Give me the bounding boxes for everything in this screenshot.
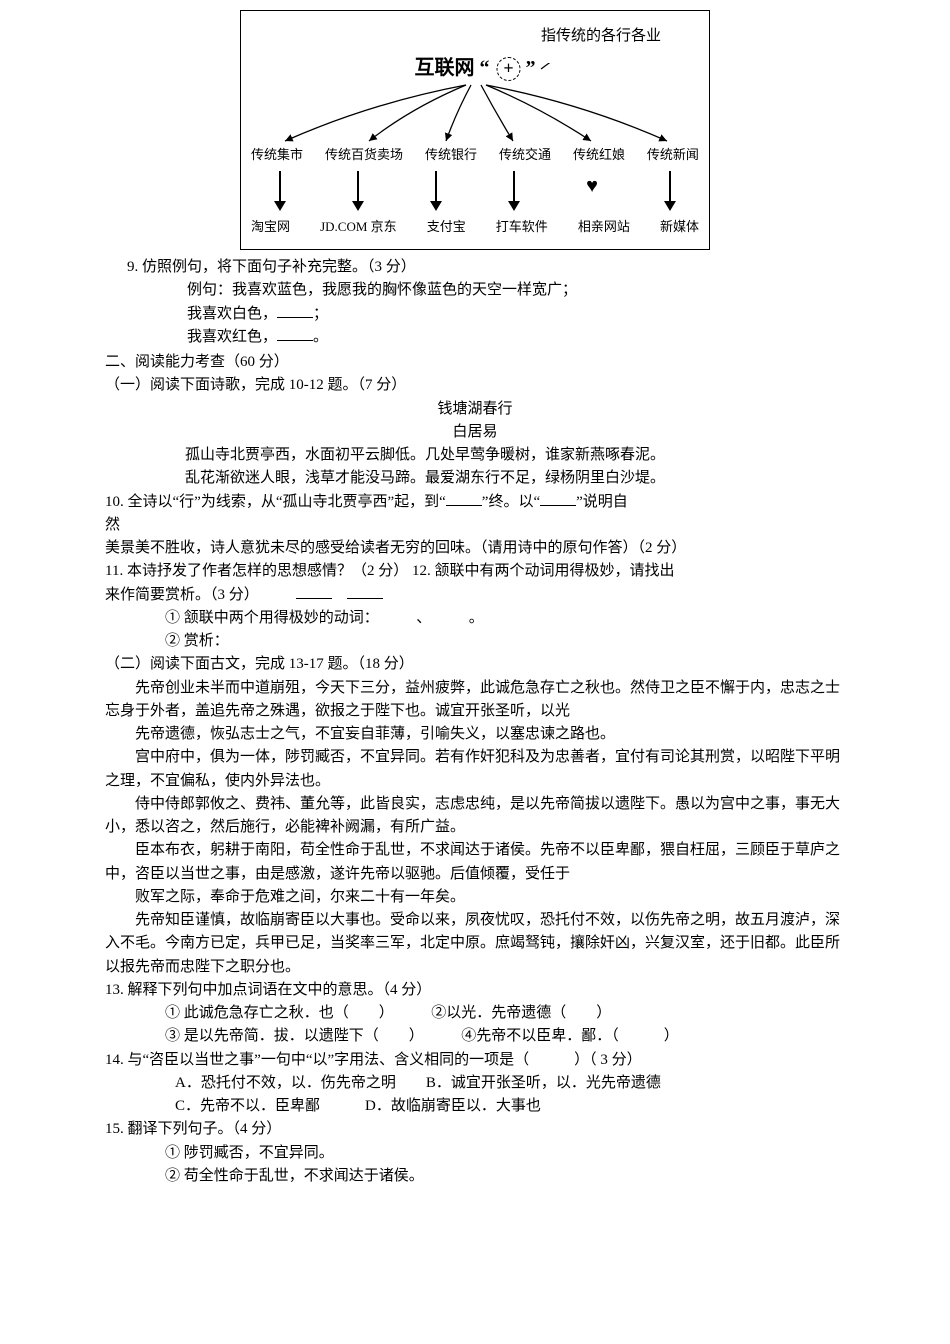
diagram-row-traditional: 传统集市 传统百货卖场 传统银行 传统交通 传统红娘 传统新闻	[251, 145, 699, 165]
q13-sub2: ③ 是以先帝简．拔．以遗陛下（ ） ④先帝不以臣卑．鄙．（ ）	[165, 1025, 845, 1048]
poem-title: 钱塘湖春行	[105, 398, 845, 421]
row1-item: 传统银行	[425, 145, 477, 165]
blank-fill[interactable]	[296, 584, 332, 599]
blank-fill[interactable]	[277, 326, 313, 341]
subsection-1: （一）阅读下面诗歌，完成 10-12 题。（7 分）	[105, 374, 845, 397]
arrow-icon	[663, 171, 677, 211]
row1-item: 传统百货卖场	[325, 145, 403, 165]
q15-sub2: ② 苟全性命于乱世，不求闻达于诸侯。	[165, 1165, 845, 1188]
poem-line-2: 乱花渐欲迷人眼，浅草才能没马蹄。最爱湖东行不足，绿杨阴里白沙堤。	[185, 467, 845, 490]
arrow-icon	[429, 171, 443, 211]
diagram-top-label: 指传统的各行各业	[541, 25, 661, 48]
passage-p4b: 败军之际，奉命于危难之间，尔来二十有一年矣。	[135, 886, 845, 909]
q9-line1: 我喜欢白色， ；	[187, 303, 845, 326]
question-9: 9. 仿照例句，将下面句子补充完整。（3 分） 例句：我喜欢蓝色，我愿我的胸怀像…	[127, 256, 845, 349]
passage-p1: 先帝创业未半而中道崩殂，今天下三分，益州疲弊，此诚危急存亡之秋也。然侍卫之臣不懈…	[105, 677, 845, 724]
q10-c: ”说明自	[576, 494, 628, 510]
arrow-icon	[351, 171, 365, 211]
poem-line-1: 孤山寺北贾亭西，水面初平云脚低。几处早莺争暖树，谁家新燕啄春泥。	[185, 444, 845, 467]
question-11-12: 11. 本诗抒发了作者怎样的思想感情？（2 分） 12. 颔联中有两个动词用得极…	[105, 560, 845, 583]
blank-fill[interactable]	[347, 584, 383, 599]
row2-item: 新媒体	[660, 217, 699, 237]
blank-fill[interactable]	[446, 491, 482, 506]
q14-opts-cd: C．先帝不以．臣卑鄙 D．故临崩寄臣以．大事也	[175, 1095, 845, 1118]
heart-icon: ♥	[585, 171, 599, 211]
q9-line2: 我喜欢红色， 。	[187, 326, 845, 349]
fan-arrows-svg	[241, 63, 711, 153]
passage-p5: 先帝知臣谨慎，故临崩寄臣以大事也。受命以来，夙夜忧叹，恐托付不效，以伤先帝之明，…	[105, 909, 845, 979]
q14-opts-ab: A．恐托付不效，以．伤先帝之明 B．诚宜开张圣听，以．光先帝遗德	[175, 1072, 845, 1095]
row2-item: JD.COM 京东	[320, 217, 397, 237]
question-10: 10. 全诗以“行”为线索，从“孤山寺北贾亭西”起，到“ ”终。以“ ”说明自	[105, 491, 845, 514]
question-14: 14. 与“咨臣以当世之事”一句中“以”字用法、含义相同的一项是（ ）（ 3 分…	[105, 1049, 845, 1072]
question-13: 13. 解释下列句中加点词语在文中的意思。（4 分）	[105, 979, 845, 1002]
q9-example: 例句：我喜欢蓝色，我愿我的胸怀像蓝色的天空一样宽广；	[187, 279, 845, 302]
concept-diagram: 指传统的各行各业 互联网 “ + ” 传统集市 传统百货卖场 传统银行 传统交通…	[240, 10, 710, 250]
q9-l2a: 我喜欢红色，	[187, 329, 277, 345]
row2-item: 淘宝网	[251, 217, 290, 237]
row2-item: 相亲网站	[578, 217, 630, 237]
q10-a: 10. 全诗以“行”为线索，从“孤山寺北贾亭西”起，到“	[105, 494, 446, 510]
q10-b: ”终。以“	[482, 494, 540, 510]
passage-p4: 臣本布衣，躬耕于南阳，苟全性命于乱世，不求闻达于诸侯。先帝不以臣卑鄙，猥自枉屈，…	[105, 839, 845, 886]
q9-l1a: 我喜欢白色，	[187, 306, 277, 322]
arrow-icon	[507, 171, 521, 211]
row1-item: 传统新闻	[647, 145, 699, 165]
row1-item: 传统红娘	[573, 145, 625, 165]
q12-sub2: ② 赏析：	[165, 630, 845, 653]
row2-item: 打车软件	[496, 217, 548, 237]
blank-fill[interactable]	[277, 303, 313, 318]
question-15: 15. 翻译下列句子。（4 分）	[105, 1118, 845, 1141]
down-arrows-row: ♥	[251, 171, 699, 211]
row1-item: 传统集市	[251, 145, 303, 165]
q15-sub1: ① 陟罚臧否，不宜异同。	[165, 1142, 845, 1165]
passage-p2: 宫中府中，俱为一体，陟罚臧否，不宜异同。若有作奸犯科及为忠善者，宜付有司论其刑赏…	[105, 746, 845, 793]
blank-fill[interactable]	[540, 491, 576, 506]
arrow-icon	[273, 171, 287, 211]
subsection-2: （二）阅读下面古文，完成 13-17 题。（18 分）	[105, 653, 845, 676]
q11-b: 来作简要赏析。（3 分）	[105, 584, 845, 607]
q9-l2b: 。	[313, 329, 328, 345]
q12-sub1: ① 颔联中两个用得极妙的动词： 、 。	[165, 607, 845, 630]
q13-sub1: ① 此诚危急存亡之秋．也（ ） ②以光．先帝遗德（ ）	[165, 1002, 845, 1025]
q9-title: 9. 仿照例句，将下面句子补充完整。（3 分）	[127, 256, 845, 279]
poem-author: 白居易	[105, 421, 845, 444]
q10-e: 美景美不胜收，诗人意犹未尽的感受给读者无穷的回味。（请用诗中的原句作答）（2 分…	[105, 537, 845, 560]
passage-p3: 侍中侍郎郭攸之、费祎、董允等，此皆良实，志虑忠纯，是以先帝简拔以遗陛下。愚以为宫…	[105, 793, 845, 840]
q9-l1b: ；	[313, 306, 328, 322]
row2-item: 支付宝	[427, 217, 466, 237]
q11b-text: 来作简要赏析。（3 分）	[105, 587, 251, 603]
passage-p1b: 先帝遗德，恢弘志士之气，不宜妄自菲薄，引喻失义，以塞忠谏之路也。	[135, 723, 845, 746]
row1-item: 传统交通	[499, 145, 551, 165]
q10-d: 然	[105, 514, 845, 537]
diagram-row-modern: 淘宝网 JD.COM 京东 支付宝 打车软件 相亲网站 新媒体	[251, 217, 699, 237]
section-2-header: 二、阅读能力考查（60 分）	[105, 351, 845, 374]
